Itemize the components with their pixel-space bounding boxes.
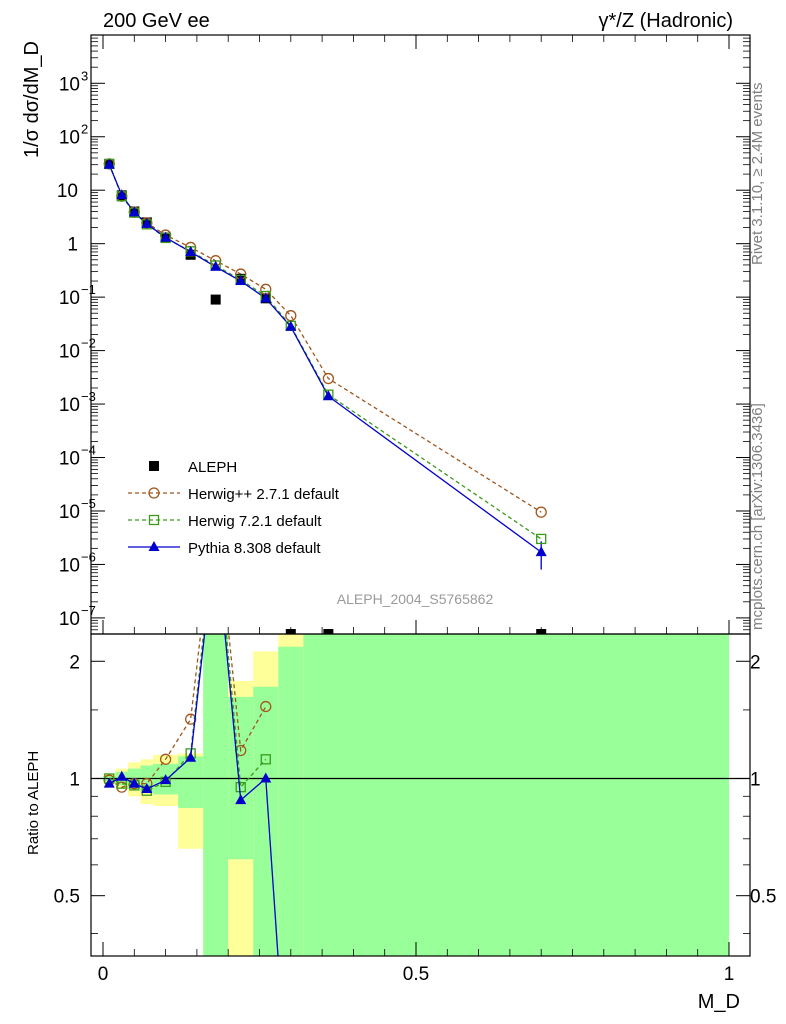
y-tick-label: 1: [67, 235, 78, 256]
ratio-line: [108, 634, 267, 788]
ratio-point: [260, 700, 272, 713]
x-tick-label: 0: [98, 964, 109, 985]
data-point: [141, 217, 153, 228]
data-point: [210, 294, 221, 305]
data-point: [235, 275, 247, 286]
data-point: [103, 158, 115, 169]
legend-marker: [148, 487, 160, 499]
data-point: [210, 260, 222, 271]
analysis-watermark: ALEPH_2004_S5765862: [337, 591, 494, 607]
data-point: [322, 372, 335, 385]
legend-marker: [148, 541, 160, 551]
y-tick-label: 10: [59, 288, 80, 309]
chart-title-left: 200 GeV ee: [103, 10, 210, 32]
series-line: [108, 163, 542, 540]
y-tick-label-exponent: −2: [81, 336, 96, 351]
y-tick-label-exponent: 3: [81, 68, 88, 83]
series-line: [108, 163, 542, 513]
main-plot: [103, 158, 547, 634]
ratio-point: [185, 751, 197, 762]
ratio-y-tick-label: 1: [69, 769, 80, 790]
ratio-y-tick-label: 2: [69, 652, 80, 673]
data-point: [185, 245, 197, 256]
ratio-point: [116, 770, 128, 781]
ratio-point: [103, 777, 115, 788]
ratio-band-green: [203, 634, 229, 956]
ratio-point: [235, 794, 247, 805]
ratio-point: [260, 772, 272, 783]
ratio-y-tick-label-right: 1: [750, 769, 761, 790]
side-label-mcplots: mcplots.cern.ch [arXiv:1306.3436]: [749, 403, 766, 630]
side-label-rivet: Rivet 3.1.10, ≥ 2.4M events: [749, 83, 766, 266]
legend-label: Herwig++ 2.7.1 default: [188, 486, 340, 503]
legend-label: Pythia 8.308 default: [188, 540, 321, 557]
ratio-y-tick-label-right: 2: [750, 652, 761, 673]
y-tick-label: 10: [59, 128, 80, 149]
legend-marker: [148, 514, 160, 526]
data-point: [260, 292, 272, 303]
y-tick-label: 10: [59, 555, 80, 576]
ratio-point: [141, 782, 153, 793]
legend: ALEPH Herwig++ 2.7.1 default Herwig 7.2.1 …: [128, 459, 340, 557]
data-point: [116, 189, 128, 200]
y-tick-label: 10: [59, 342, 80, 363]
y-tick-label-exponent: −5: [81, 496, 96, 511]
y-axis-label-ratio: Ratio to ALEPH: [25, 751, 42, 855]
data-point: [285, 320, 297, 331]
legend-label: ALEPH: [188, 459, 237, 476]
data-point: [160, 231, 172, 242]
ratio-band-green: [278, 646, 304, 956]
ratio-line: [108, 634, 279, 956]
y-tick-label-exponent: −1: [81, 282, 96, 297]
ratio-plot: [91, 634, 750, 956]
data-point: [536, 533, 547, 545]
ratio-band-green: [253, 686, 279, 956]
ratio-band-green: [303, 634, 729, 956]
ratio-y-tick-label-right: 0.5: [750, 887, 776, 908]
y-tick-label-exponent: −7: [81, 603, 96, 618]
y-tick-label-exponent: −4: [81, 443, 96, 458]
chart-title-right: γ*/Z (Hadronic): [599, 10, 733, 32]
data-point: [535, 546, 547, 557]
data-point: [322, 390, 334, 401]
y-tick-label: 10: [59, 449, 80, 470]
data-point: [128, 206, 140, 217]
legend-label: Herwig 7.2.1 default: [188, 513, 322, 530]
y-tick-label-exponent: 2: [81, 122, 88, 137]
y-tick-label-exponent: −6: [81, 549, 96, 564]
y-tick-label: 10: [59, 502, 80, 523]
ratio-point: [260, 754, 271, 765]
ratio-bands: [103, 634, 729, 956]
ratio-point: [159, 753, 172, 765]
y-tick-label: 10: [59, 609, 80, 630]
x-axis-label: M_D: [698, 991, 740, 1013]
x-tick-label: 1: [724, 964, 735, 985]
legend-marker: [149, 461, 159, 471]
data-point: [285, 310, 297, 322]
ratio-frame: [90, 633, 751, 957]
y-tick-label: 10: [59, 74, 80, 95]
y-tick-label: 10: [57, 181, 78, 202]
ratio-point: [128, 777, 140, 788]
data-point: [535, 506, 547, 518]
x-tick-label: 0.5: [403, 964, 429, 985]
ratio-point: [160, 774, 172, 785]
data-point: [323, 629, 334, 634]
y-tick-label: 10: [59, 395, 80, 416]
ratio-point: [235, 782, 246, 793]
y-axis-label-main: 1/σ dσ/dM_D: [21, 41, 43, 158]
ratio-y-tick-label: 0.5: [54, 887, 80, 908]
y-tick-label-exponent: −3: [81, 389, 96, 404]
